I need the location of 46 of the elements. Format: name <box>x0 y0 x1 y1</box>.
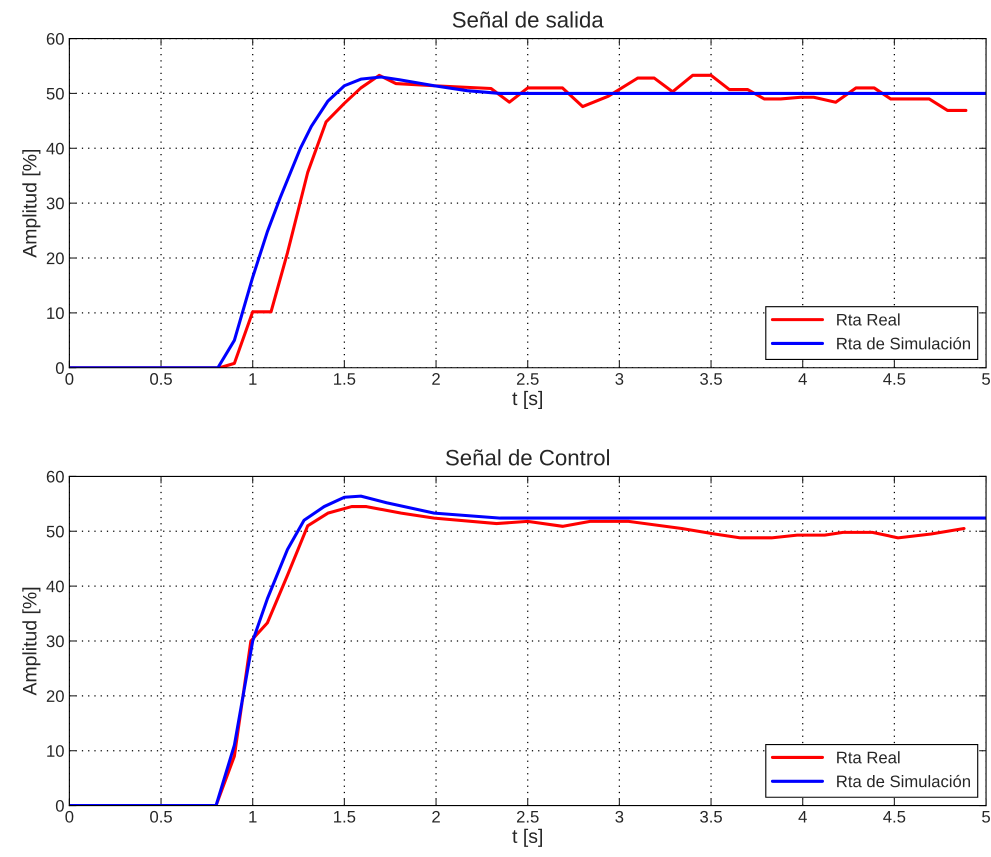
x-tick-label: 2 <box>432 810 440 823</box>
y-tick-label: 10 <box>47 745 64 757</box>
legend-label: Rta de Simulación <box>837 774 970 788</box>
x-tick-label: 1 <box>249 373 257 385</box>
y-tick-label: 30 <box>46 198 64 210</box>
legend-label: Rta Real <box>837 751 900 764</box>
x-tick-label: 4 <box>798 811 807 823</box>
chart-title: Señal de Control <box>446 449 609 466</box>
x-tick-label: 4.5 <box>883 811 906 823</box>
y-axis-title: Amplitud [%] <box>22 150 40 258</box>
x-tick-label: 3.5 <box>700 810 722 823</box>
y-tick-label: 0 <box>56 800 64 812</box>
x-tick-label: 2.5 <box>516 373 539 385</box>
x-tick-label: 2.5 <box>516 810 539 823</box>
y-tick-label: 20 <box>46 252 64 264</box>
x-tick-label: 4 <box>798 373 807 385</box>
x-tick-label: 3 <box>615 373 624 385</box>
y-tick-label: 20 <box>46 690 64 702</box>
x-tick-label: 0.5 <box>150 373 172 385</box>
x-axis-title: t [s] <box>512 390 542 410</box>
x-tick-label: 1.5 <box>334 373 356 385</box>
x-tick-label: 0 <box>65 810 74 823</box>
x-tick-label: 2 <box>432 373 440 385</box>
legend-label: Rta Real <box>837 313 900 326</box>
x-tick-label: 1.5 <box>334 811 356 823</box>
y-tick-label: 0 <box>56 362 64 374</box>
x-axis-title: t [s] <box>512 828 542 847</box>
y-tick-label: 10 <box>47 307 64 320</box>
y-tick-label: 60 <box>46 32 64 45</box>
x-tick-label: 5 <box>982 811 990 823</box>
y-tick-label: 50 <box>46 526 64 538</box>
x-tick-label: 5 <box>982 373 990 385</box>
x-tick-label: 0.5 <box>150 810 172 823</box>
legend-label: Rta de Simulación <box>837 337 970 350</box>
x-tick-label: 0 <box>65 373 74 385</box>
x-tick-label: 3 <box>615 810 624 823</box>
y-tick-label: 60 <box>46 470 64 483</box>
y-axis-title: Amplitud [%] <box>22 588 40 696</box>
x-tick-label: 4.5 <box>883 373 906 385</box>
x-tick-label: 3.5 <box>700 373 722 385</box>
y-tick-label: 30 <box>46 635 64 648</box>
y-tick-label: 40 <box>46 580 64 592</box>
y-tick-label: 40 <box>46 142 64 154</box>
x-tick-label: 1 <box>249 811 257 823</box>
chart-title: Señal de salida <box>452 11 604 28</box>
y-tick-label: 50 <box>46 88 64 100</box>
